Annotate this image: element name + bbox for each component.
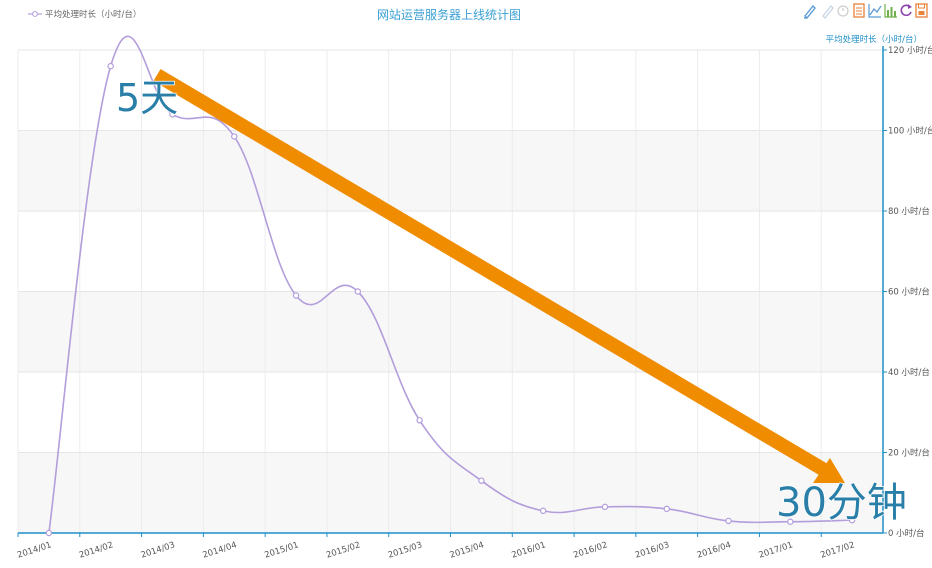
- legend-marker-icon: [32, 11, 38, 17]
- legend-label: 平均处理时长（小时/台）: [45, 9, 141, 20]
- x-tick-label: 2015/01: [263, 540, 300, 560]
- data-point[interactable]: [478, 477, 485, 484]
- x-tick-label: 2015/03: [387, 540, 424, 560]
- data-point[interactable]: [787, 518, 794, 525]
- line-chart-icon[interactable]: [868, 4, 882, 18]
- y-axis-name: 平均处理时长（小时/台）: [826, 34, 922, 45]
- trend-arrow: [153, 68, 845, 483]
- y-tick-label: 40 小时/台: [888, 367, 930, 378]
- y-tick-label: 100 小时/台: [888, 126, 932, 137]
- x-tick-label: 2016/03: [634, 540, 671, 560]
- x-tick-label: 2017/02: [819, 540, 856, 560]
- y-tick-label: 20 小时/台: [888, 448, 930, 459]
- x-tick-label: 2015/04: [449, 540, 486, 560]
- arrow-shaft: [153, 68, 830, 478]
- end-annotation: 30分钟: [776, 480, 907, 526]
- chart-toolbar: [804, 3, 928, 20]
- data-point[interactable]: [601, 503, 609, 511]
- erase-icon[interactable]: [822, 4, 834, 20]
- data-point[interactable]: [848, 516, 856, 524]
- x-tick-label: 2017/01: [758, 540, 795, 560]
- data-point[interactable]: [725, 517, 732, 525]
- x-tick-label: 2015/02: [325, 540, 362, 560]
- data-point[interactable]: [107, 62, 114, 70]
- data-point[interactable]: [292, 292, 300, 299]
- data-view-icon[interactable]: [853, 3, 865, 18]
- x-tick-label: 2016/02: [572, 540, 609, 560]
- x-tick-label: 2014/04: [202, 540, 239, 560]
- chart-title: 网站运营服务器上线统计图: [377, 7, 521, 22]
- mark-icon[interactable]: [804, 4, 816, 20]
- data-point[interactable]: [231, 133, 238, 140]
- y-tick-label: 60 小时/台: [888, 287, 930, 298]
- x-tick-label: 2016/04: [696, 540, 733, 560]
- x-tick-label: 2014/03: [140, 540, 177, 560]
- legend-item[interactable]: 平均处理时长（小时/台）: [28, 9, 141, 20]
- y-tick-label: 120 小时/台: [888, 45, 932, 56]
- y-tick-label: 0 小时/台: [888, 528, 924, 539]
- save-image-icon[interactable]: [915, 3, 928, 18]
- restore-icon[interactable]: [900, 4, 912, 17]
- data-point[interactable]: [45, 529, 53, 537]
- arrow-head: [813, 458, 845, 483]
- x-tick-label: 2014/02: [78, 540, 115, 560]
- bar-chart-icon[interactable]: [884, 4, 897, 18]
- data-zoom-icon[interactable]: [837, 5, 849, 17]
- start-annotation: 5天: [116, 76, 178, 120]
- x-tick-label: 2014/01: [16, 540, 53, 560]
- y-tick-label: 80 小时/台: [888, 206, 930, 217]
- data-point[interactable]: [354, 288, 362, 295]
- data-point[interactable]: [663, 505, 670, 513]
- data-point[interactable]: [539, 507, 547, 515]
- data-point[interactable]: [169, 111, 176, 118]
- data-point[interactable]: [416, 417, 423, 424]
- x-tick-label: 2016/01: [510, 540, 547, 560]
